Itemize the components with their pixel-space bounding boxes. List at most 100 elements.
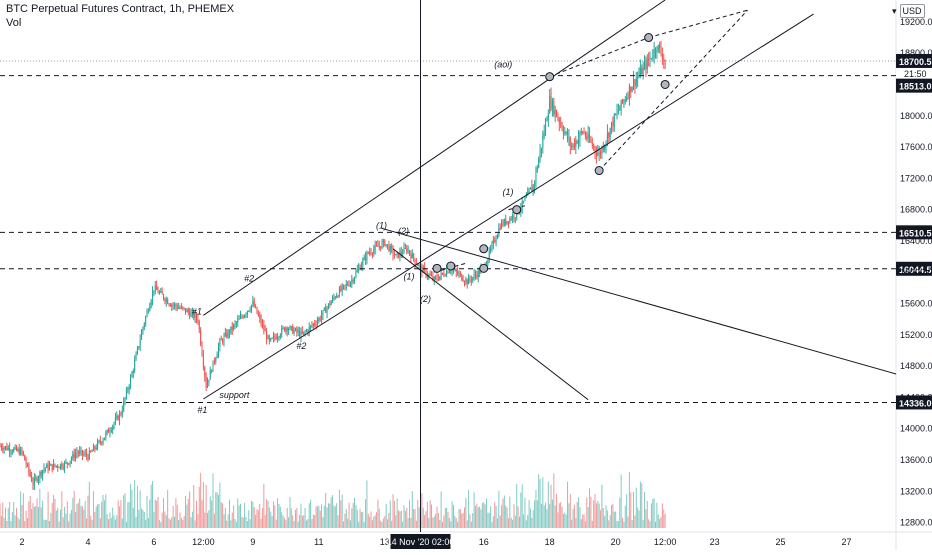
candle-body[interactable] [358,267,360,270]
candle-body[interactable] [414,258,416,264]
candle-body[interactable] [171,304,173,307]
candle-body[interactable] [440,272,442,277]
candle-body[interactable] [322,310,324,316]
candle-body[interactable] [119,413,121,420]
candle-body[interactable] [54,463,56,466]
candle-body[interactable] [160,291,162,293]
candle-body[interactable] [450,270,452,272]
candle-body[interactable] [209,370,211,380]
candle-body[interactable] [428,274,430,276]
candle-body[interactable] [547,113,549,121]
candle-body[interactable] [417,264,419,266]
candle-body[interactable] [612,122,614,127]
candle-body[interactable] [371,253,373,255]
candle-body[interactable] [105,432,107,438]
candle-body[interactable] [492,240,494,244]
candle-body[interactable] [241,316,243,318]
candle-body[interactable] [536,167,538,171]
candle-body[interactable] [351,279,353,283]
candle-body[interactable] [501,222,503,229]
candle-body[interactable] [149,306,151,311]
candle-body[interactable] [204,367,206,377]
candle-body[interactable] [503,219,505,226]
candle-body[interactable] [314,323,316,325]
candle-body[interactable] [418,265,420,267]
candle-body[interactable] [369,252,371,254]
candle-body[interactable] [253,301,255,307]
candle-body[interactable] [64,462,66,468]
candle-body[interactable] [165,299,167,302]
candle-body[interactable] [32,481,34,486]
candle-body[interactable] [479,270,481,274]
candle-body[interactable] [663,59,665,61]
candle-body[interactable] [619,108,621,111]
candle-body[interactable] [415,263,417,265]
candle-body[interactable] [568,137,570,139]
candle-body[interactable] [523,200,525,202]
candle-body[interactable] [138,346,140,348]
candle-body[interactable] [561,124,563,130]
candle-body[interactable] [36,477,38,481]
candle-body[interactable] [354,277,356,282]
candle-body[interactable] [426,275,428,277]
candle-body[interactable] [68,463,70,465]
candle-body[interactable] [439,276,441,280]
candle-body[interactable] [95,448,97,450]
candle-body[interactable] [46,464,48,468]
candle-body[interactable] [156,285,158,291]
candle-body[interactable] [597,153,599,156]
candle-body[interactable] [69,460,71,464]
candle-body[interactable] [539,150,541,159]
candle-body[interactable] [587,133,589,139]
candle-body[interactable] [446,271,448,276]
candle-body[interactable] [590,140,592,143]
candle-body[interactable] [410,253,412,259]
candle-body[interactable] [205,376,207,388]
candle-body[interactable] [264,330,266,332]
candle-body[interactable] [437,279,439,281]
candle-body[interactable] [463,281,465,283]
candle-body[interactable] [268,336,270,341]
candle-body[interactable] [316,321,318,325]
candle-body[interactable] [564,132,566,134]
candle-body[interactable] [356,269,358,273]
candle-body[interactable] [40,472,42,476]
candle-body[interactable] [605,141,607,146]
candle-body[interactable] [400,251,402,254]
candle-body[interactable] [352,279,354,282]
candle-body[interactable] [381,242,383,249]
candle-body[interactable] [598,152,600,154]
candle-body[interactable] [546,120,548,122]
pivot-circle-marker[interactable] [594,166,604,176]
candle-body[interactable] [109,431,111,433]
candle-body[interactable] [231,326,233,330]
candle-body[interactable] [436,277,438,280]
trend-channel-line[interactable] [381,227,897,375]
candle-body[interactable] [477,270,479,278]
candle-body[interactable] [624,99,626,101]
candle-body[interactable] [134,360,136,371]
candle-body[interactable] [630,86,632,92]
candle-body[interactable] [58,467,60,469]
candle-body[interactable] [94,446,96,449]
candle-body[interactable] [228,330,230,334]
candle-body[interactable] [234,323,236,325]
candle-body[interactable] [513,215,515,219]
candle-body[interactable] [127,389,129,391]
candle-body[interactable] [580,131,582,133]
candle-body[interactable] [66,462,68,464]
candle-body[interactable] [215,358,217,362]
candle-body[interactable] [476,275,478,278]
candle-body[interactable] [623,100,625,103]
candle-body[interactable] [51,464,53,470]
candle-body[interactable] [180,306,182,309]
candle-body[interactable] [267,336,269,339]
candle-body[interactable] [216,354,218,359]
candle-body[interactable] [190,312,192,317]
candle-body[interactable] [278,337,280,339]
candle-body[interactable] [296,328,298,333]
candle-body[interactable] [396,252,398,255]
candle-body[interactable] [542,136,544,148]
candle-body[interactable] [15,446,17,451]
candle-body[interactable] [457,271,459,275]
